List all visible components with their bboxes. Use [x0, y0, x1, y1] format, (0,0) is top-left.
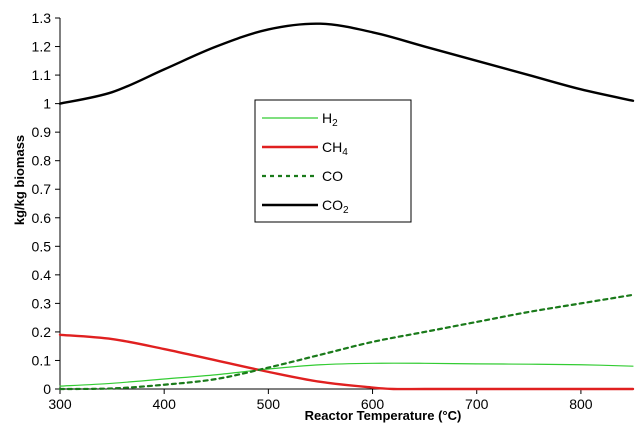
- legend-label-co2: CO2: [322, 197, 349, 216]
- series-line-ch4: [58, 333, 635, 391]
- legend-label-co: CO: [322, 168, 343, 184]
- legend: H2 CH4 CO CO2: [254, 99, 412, 223]
- x-tick-label: 600: [361, 396, 385, 412]
- x-tick-label: 400: [153, 396, 177, 412]
- y-tick-label: 0: [43, 381, 51, 397]
- y-tick-label: 0.3: [32, 295, 52, 311]
- x-tick-label: 500: [257, 396, 281, 412]
- y-tick-label: 1.1: [32, 67, 52, 83]
- y-tick-label: 0.1: [32, 352, 52, 368]
- y-axis-ticks: 0 0.1 0.2 0.3 0.4 0.5 0.6 0.7 0.8 0.9 1 1.1 1.2 1.3: [32, 10, 60, 397]
- y-tick-label: 1.3: [32, 10, 52, 26]
- x-tick-label: 700: [465, 396, 489, 412]
- y-axis-title: kg/kg biomass: [12, 135, 27, 225]
- legend-label-ch4: CH4: [322, 139, 348, 158]
- legend-label-h2: H2: [322, 110, 338, 129]
- y-tick-label: 0.4: [32, 267, 52, 283]
- series-line-h2: [59, 362, 634, 387]
- legend-items: H2 CH4 CO CO2: [262, 110, 349, 216]
- y-tick-label: 0.6: [32, 210, 52, 226]
- y-tick-label: 0.8: [32, 153, 52, 169]
- y-tick-label: 0.5: [32, 238, 52, 254]
- y-tick-label: 0.2: [32, 324, 52, 340]
- y-tick-label: 1: [43, 96, 51, 112]
- x-axis-title: Reactor Temperature (°C): [305, 408, 462, 423]
- series-line-co: [58, 293, 635, 391]
- y-tick-label: 1.2: [32, 39, 52, 55]
- y-tick-label: 0.9: [32, 124, 52, 140]
- y-tick-label: 0.7: [32, 181, 52, 197]
- legend-box: [254, 99, 412, 223]
- series-layer: [58, 22, 635, 391]
- series-line-co2: [58, 22, 635, 105]
- x-axis-ticks: 300 400 500 600 700 800: [48, 389, 593, 412]
- x-tick-label: 800: [569, 396, 593, 412]
- x-tick-label: 300: [48, 396, 72, 412]
